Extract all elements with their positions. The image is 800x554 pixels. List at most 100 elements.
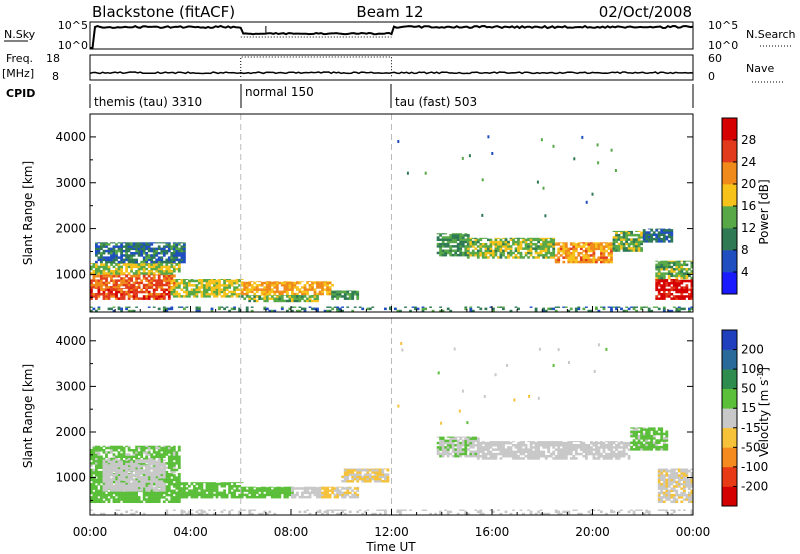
heatmap-cell bbox=[517, 245, 520, 248]
heatmap-cell bbox=[122, 293, 126, 296]
heatmap-cell bbox=[175, 258, 179, 262]
heatmap-cell bbox=[152, 242, 156, 244]
heatmap-cell bbox=[110, 460, 113, 464]
heatmap-cell bbox=[632, 448, 636, 451]
heatmap-cell bbox=[147, 247, 151, 251]
heatmap-cell bbox=[147, 467, 151, 470]
heatmap-cell bbox=[607, 260, 611, 264]
heatmap-cell bbox=[632, 233, 636, 237]
heatmap-cell bbox=[198, 286, 201, 289]
heatmap-cell bbox=[183, 247, 186, 251]
heatmap-cell bbox=[208, 281, 211, 285]
heatmap-cell bbox=[125, 243, 128, 246]
heatmap-cell bbox=[662, 496, 666, 499]
heatmap-cell bbox=[223, 493, 226, 497]
heatmap-cell bbox=[112, 249, 116, 253]
heatmap-cell bbox=[557, 256, 561, 259]
heatmap-cell bbox=[554, 448, 558, 451]
heatmap-cell bbox=[137, 498, 141, 501]
heatmap-cell bbox=[95, 498, 98, 501]
heatmap-cell bbox=[476, 452, 480, 456]
heatmap-cell bbox=[170, 254, 174, 257]
heatmap-cell bbox=[630, 430, 633, 433]
heatmap-cell bbox=[97, 242, 101, 244]
heatmap-cell bbox=[298, 288, 302, 291]
heatmap-cell bbox=[167, 272, 171, 275]
heatmap-cell bbox=[579, 452, 583, 456]
heatmap-cell bbox=[414, 307, 417, 311]
heatmap-cell bbox=[286, 489, 289, 492]
heatmap-cell bbox=[223, 482, 226, 486]
heatmap-cell bbox=[333, 293, 337, 296]
heatmap-cell bbox=[167, 277, 171, 280]
heatmap-cell bbox=[672, 279, 676, 281]
heatmap-cell bbox=[527, 238, 530, 242]
heatmap-cell bbox=[193, 489, 196, 492]
heatmap-cell bbox=[205, 495, 209, 499]
heatmap-cell bbox=[492, 249, 495, 253]
heatmap-cell bbox=[640, 249, 643, 252]
heatmap-cell bbox=[132, 297, 136, 300]
heatmap-cell bbox=[607, 455, 611, 458]
heatmap-cell bbox=[115, 279, 118, 282]
heatmap-cell bbox=[142, 480, 146, 483]
heatmap-cell bbox=[662, 276, 666, 280]
heatmap-cell bbox=[296, 309, 299, 313]
heatmap-cell bbox=[685, 469, 689, 473]
heatmap-cell bbox=[160, 252, 164, 255]
heatmap-cell bbox=[286, 491, 289, 495]
heatmap-cell bbox=[655, 443, 659, 447]
heatmap-cell bbox=[657, 476, 661, 479]
heatmap-cell bbox=[514, 306, 518, 308]
heatmap-cell bbox=[306, 495, 309, 499]
heatmap-cell bbox=[296, 493, 299, 497]
heatmap-cell bbox=[120, 478, 123, 481]
heatmap-cell bbox=[670, 231, 674, 234]
heatmap-cell bbox=[218, 290, 221, 294]
heatmap-cell bbox=[660, 498, 664, 501]
heatmap-cell bbox=[336, 495, 339, 499]
heatmap-cell bbox=[436, 441, 440, 445]
heatmap-cell bbox=[328, 290, 332, 294]
heatmap-cell bbox=[328, 306, 332, 308]
heatmap-cell bbox=[449, 245, 453, 248]
heatmap-cell bbox=[642, 233, 646, 236]
heatmap-cell bbox=[630, 249, 633, 252]
heatmap-cell bbox=[298, 297, 302, 300]
heatmap-cell bbox=[484, 256, 488, 259]
heatmap-cell bbox=[657, 498, 661, 501]
heatmap-cell bbox=[614, 169, 617, 172]
heatmap-cell bbox=[597, 309, 601, 313]
heatmap-cell bbox=[90, 449, 93, 452]
heatmap-cell bbox=[489, 254, 493, 257]
heatmap-cell bbox=[504, 441, 508, 445]
heatmap-cell bbox=[248, 290, 252, 294]
heatmap-cell bbox=[170, 466, 174, 469]
heatmap-cell bbox=[552, 251, 556, 255]
heatmap-cell bbox=[145, 258, 149, 262]
heatmap-cell bbox=[263, 307, 267, 311]
heatmap-cell bbox=[95, 464, 98, 467]
heatmap-cell bbox=[346, 297, 350, 300]
heatmap-cell bbox=[142, 498, 146, 501]
heatmap-cell bbox=[100, 464, 103, 467]
heatmap-cell bbox=[208, 491, 211, 495]
heatmap-cell bbox=[301, 487, 304, 490]
heatmap-cell bbox=[396, 309, 400, 313]
heatmap-cell bbox=[183, 260, 186, 264]
heatmap-cell bbox=[657, 263, 661, 267]
heatmap-cell bbox=[547, 237, 551, 239]
heatmap-cell bbox=[680, 260, 684, 262]
heatmap-cell bbox=[690, 261, 694, 264]
heatmap-cell bbox=[117, 466, 121, 469]
heatmap-cell bbox=[286, 286, 289, 289]
cpid-mode-2: normal 150 bbox=[245, 85, 314, 99]
heatmap-cell bbox=[655, 445, 659, 449]
heatmap-cell bbox=[122, 283, 126, 287]
heatmap-cell bbox=[135, 476, 138, 479]
heatmap-cell bbox=[293, 495, 297, 499]
heatmap-cell bbox=[489, 245, 493, 248]
heatmap-cell bbox=[562, 441, 566, 445]
heatmap-cell bbox=[502, 452, 505, 456]
heatmap-cell bbox=[677, 309, 681, 313]
